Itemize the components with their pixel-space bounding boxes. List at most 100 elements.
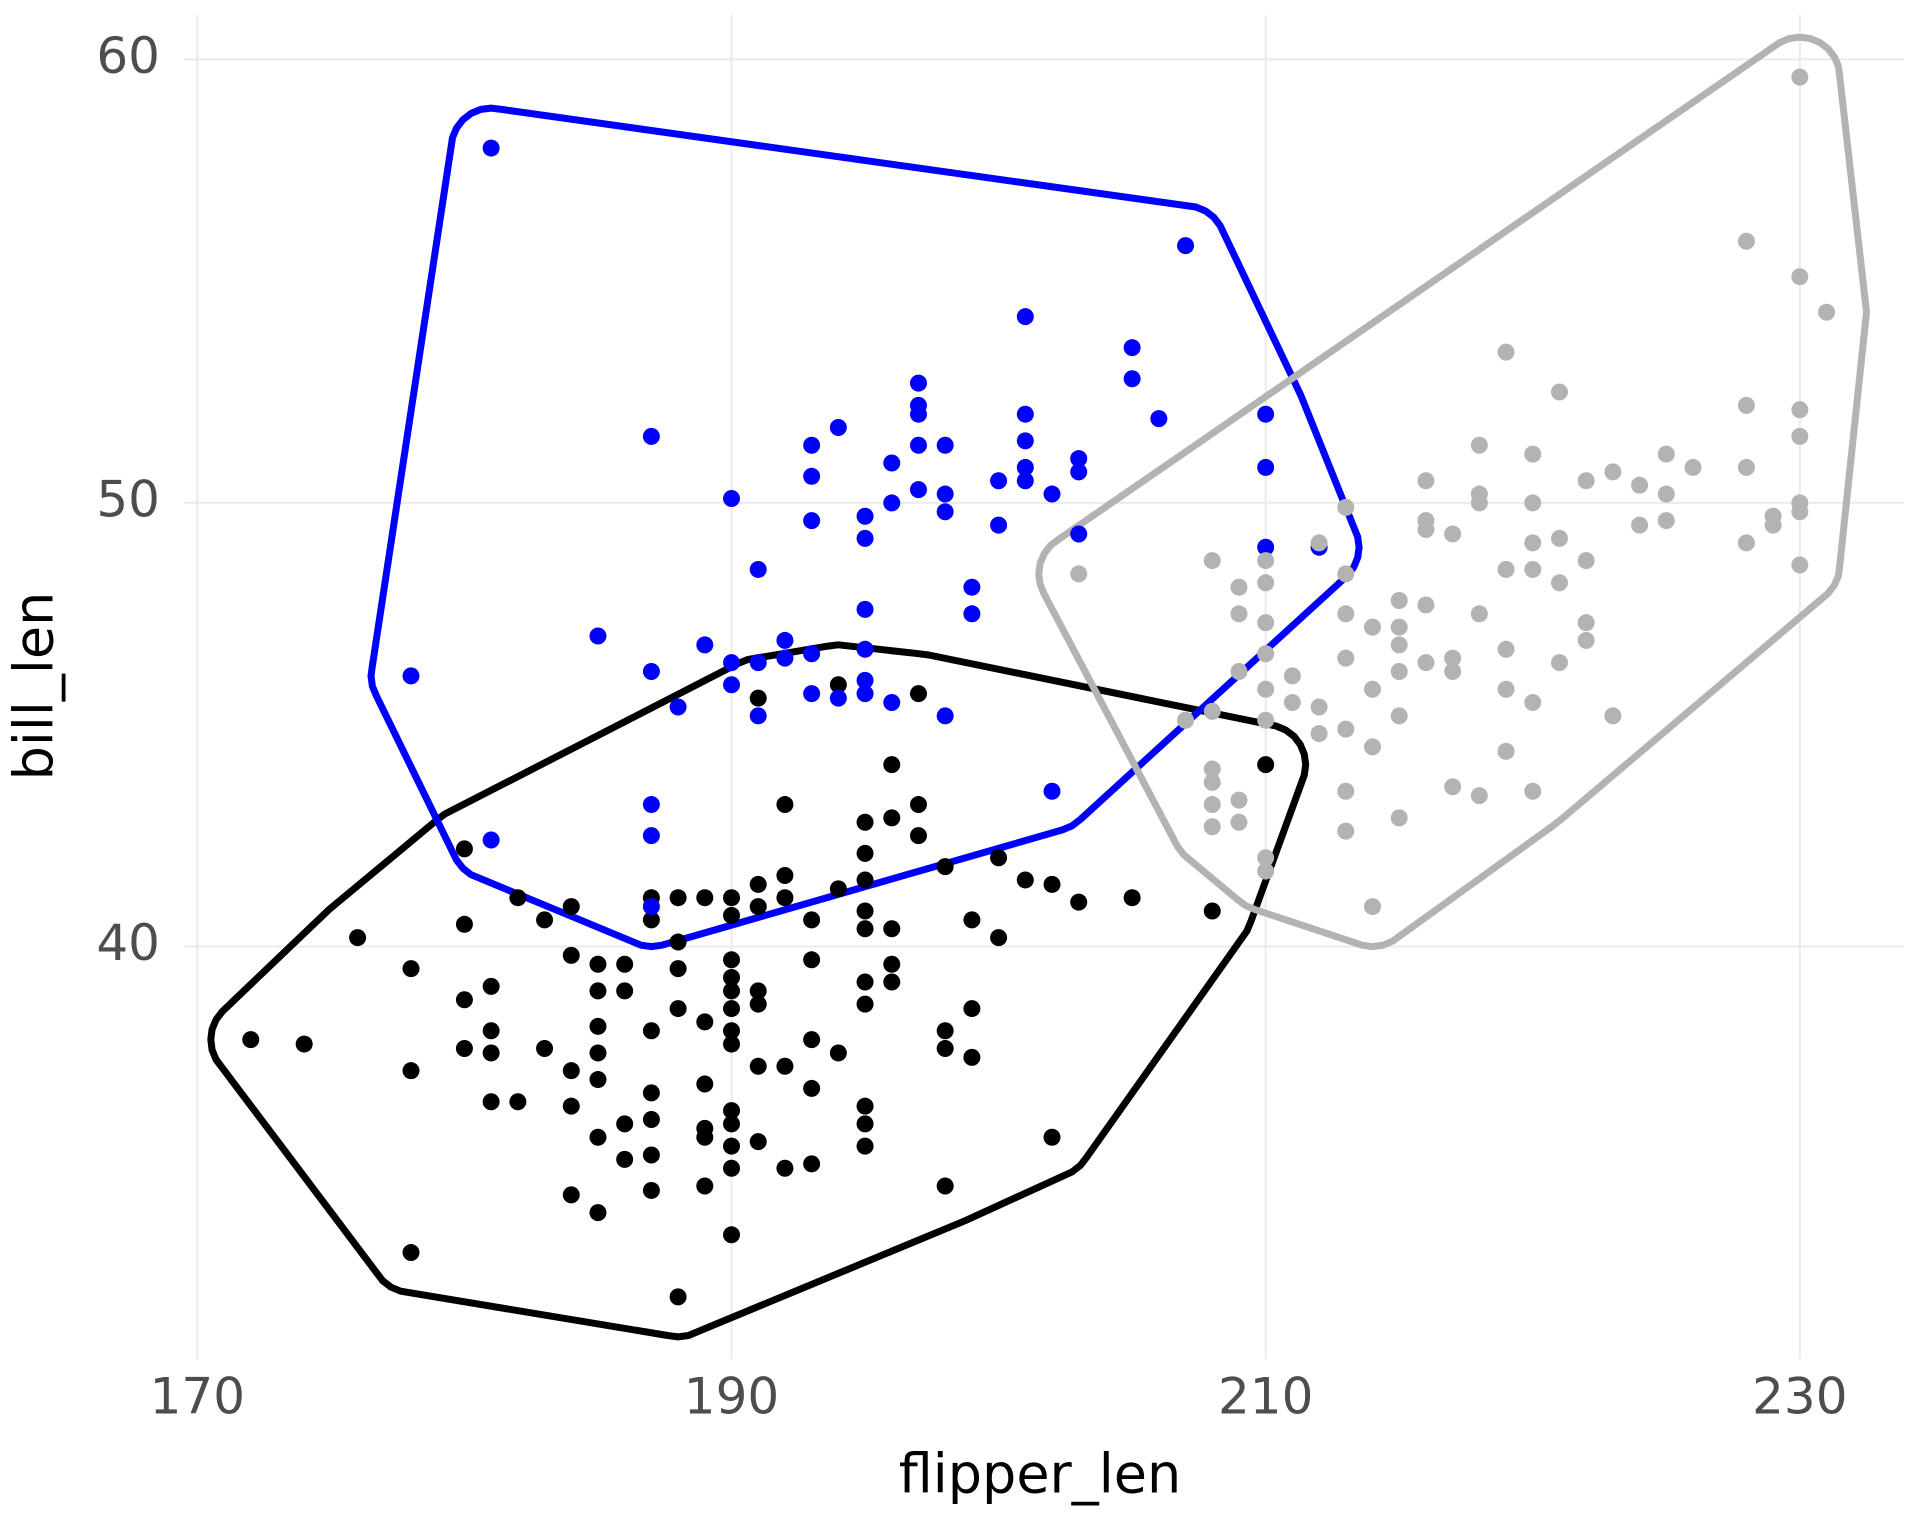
point xyxy=(1337,565,1355,583)
point xyxy=(1417,654,1435,672)
point xyxy=(642,1181,660,1199)
point xyxy=(642,1146,660,1164)
point xyxy=(642,796,660,814)
point xyxy=(1310,698,1328,716)
point xyxy=(803,685,821,703)
point xyxy=(936,707,954,725)
point xyxy=(1417,472,1435,490)
point xyxy=(776,1159,794,1177)
point xyxy=(909,827,927,845)
point xyxy=(1390,662,1408,680)
point xyxy=(723,951,741,969)
point xyxy=(1550,654,1568,672)
point xyxy=(883,694,901,712)
point xyxy=(936,1022,954,1040)
point xyxy=(1497,742,1515,760)
point xyxy=(1203,773,1221,791)
point xyxy=(1257,680,1275,698)
point xyxy=(1070,525,1088,543)
point xyxy=(723,1102,741,1120)
point xyxy=(1016,472,1034,490)
point xyxy=(562,1097,580,1115)
point xyxy=(1390,592,1408,610)
point xyxy=(1524,560,1542,578)
point xyxy=(909,436,927,454)
point xyxy=(1337,649,1355,667)
point xyxy=(455,1040,473,1058)
point xyxy=(562,898,580,916)
point xyxy=(1016,432,1034,450)
point xyxy=(669,698,687,716)
point xyxy=(909,685,927,703)
point xyxy=(776,631,794,649)
point xyxy=(589,627,607,645)
point xyxy=(883,920,901,938)
point xyxy=(936,858,954,876)
point xyxy=(856,1097,874,1115)
point xyxy=(803,911,821,929)
point xyxy=(749,689,767,707)
point xyxy=(749,982,767,1000)
point xyxy=(1257,862,1275,880)
point xyxy=(562,1186,580,1204)
point xyxy=(829,676,847,694)
point xyxy=(1337,720,1355,738)
point xyxy=(936,503,954,521)
point xyxy=(723,489,741,507)
point xyxy=(1123,889,1141,907)
point xyxy=(1016,308,1034,326)
group-hull xyxy=(1035,33,1870,951)
point xyxy=(723,889,741,907)
point xyxy=(723,1115,741,1133)
point xyxy=(749,898,767,916)
point xyxy=(642,911,660,929)
point xyxy=(1043,782,1061,800)
point xyxy=(1444,662,1462,680)
point xyxy=(1016,458,1034,476)
point xyxy=(1390,707,1408,725)
point xyxy=(990,472,1008,490)
point xyxy=(1043,875,1061,893)
point xyxy=(1203,702,1221,720)
point xyxy=(1257,574,1275,592)
point xyxy=(936,1177,954,1195)
point xyxy=(1016,405,1034,423)
x-axis-title: flipper_len xyxy=(899,1443,1181,1506)
point xyxy=(1203,796,1221,814)
point xyxy=(963,1000,981,1018)
point xyxy=(829,419,847,437)
point xyxy=(803,512,821,530)
point xyxy=(669,1000,687,1018)
point xyxy=(1337,782,1355,800)
point xyxy=(856,813,874,831)
point xyxy=(696,1177,714,1195)
point xyxy=(1257,645,1275,663)
x-tick-label: 170 xyxy=(150,1368,245,1426)
point xyxy=(242,1031,260,1049)
point xyxy=(776,889,794,907)
point xyxy=(1631,516,1649,534)
point xyxy=(509,889,527,907)
point xyxy=(936,1040,954,1058)
point xyxy=(1070,450,1088,468)
point xyxy=(1310,534,1328,552)
point xyxy=(1737,232,1755,250)
point xyxy=(1257,538,1275,556)
y-tick-label: 40 xyxy=(96,914,160,972)
point xyxy=(749,654,767,672)
point xyxy=(829,880,847,898)
point xyxy=(1257,552,1275,570)
point xyxy=(1550,529,1568,547)
point xyxy=(829,689,847,707)
point xyxy=(455,915,473,933)
point xyxy=(1203,760,1221,778)
group-hull xyxy=(207,641,1310,1341)
point xyxy=(696,1013,714,1031)
point xyxy=(749,995,767,1013)
point xyxy=(990,849,1008,867)
point xyxy=(1577,614,1595,632)
point xyxy=(642,427,660,445)
point xyxy=(589,1017,607,1035)
point xyxy=(1577,631,1595,649)
point xyxy=(856,507,874,525)
